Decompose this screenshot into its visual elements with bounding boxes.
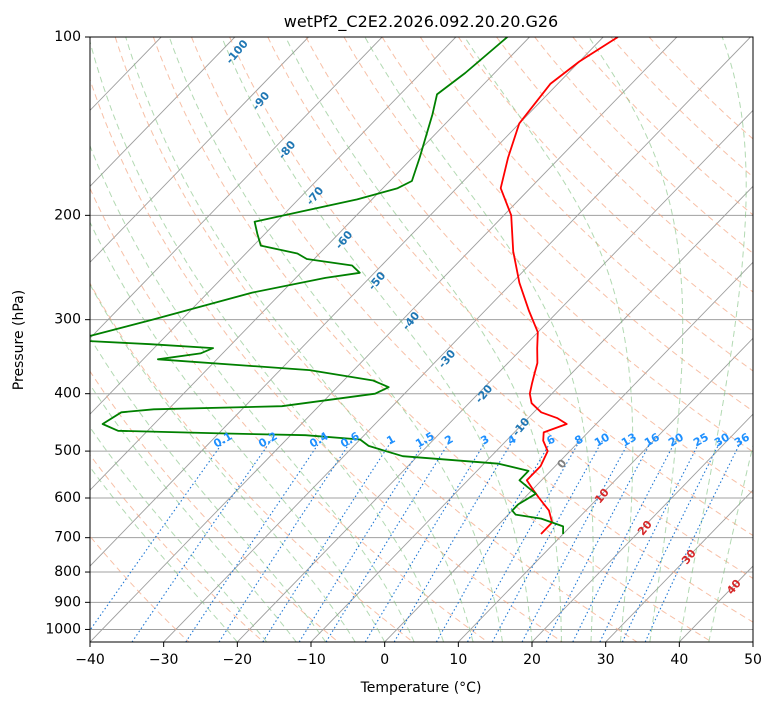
dry-adiabat-line xyxy=(610,37,753,178)
mixing-ratio-line xyxy=(185,440,322,642)
isotherm-line xyxy=(237,109,753,642)
dry-adiabat-line xyxy=(343,37,753,453)
mixing-ratio-line xyxy=(262,440,393,642)
x-tick-label: 50 xyxy=(744,652,762,668)
isotherm-line xyxy=(605,489,753,642)
moist-adiabat-line xyxy=(90,283,356,642)
moist-adiabat-line xyxy=(90,336,327,642)
moist-adiabat-line xyxy=(90,383,297,642)
x-tick-label: 20 xyxy=(523,652,541,668)
x-tick-label: −30 xyxy=(149,652,179,668)
mixing-ratio-line xyxy=(467,440,581,642)
plot-background xyxy=(90,37,753,642)
moist-adiabat-line xyxy=(464,37,634,642)
mixing-ratio-line xyxy=(364,440,487,642)
mixing-ratio-line xyxy=(218,440,352,642)
x-tick-label: 40 xyxy=(670,652,688,668)
moist-adiabat-line xyxy=(168,37,503,642)
moist-adiabat-line xyxy=(708,443,753,642)
profile-series xyxy=(90,37,619,535)
y-axis-label: Pressure (hPa) xyxy=(11,290,27,390)
dry-adiabat-line xyxy=(305,37,753,494)
moist-adiabat-line xyxy=(90,426,268,642)
mixing-ratio-line xyxy=(298,440,426,642)
x-tick-label: 30 xyxy=(597,652,615,668)
y-tick-label: 1000 xyxy=(45,621,81,637)
moist-adiabat-line xyxy=(285,37,562,642)
moist-adiabat-line xyxy=(90,221,386,642)
background-lines xyxy=(90,37,753,642)
x-tick-label: −10 xyxy=(296,652,326,668)
mixing-ratio-line xyxy=(599,440,701,642)
isotherm-line xyxy=(384,261,753,642)
moist-adiabat-line xyxy=(364,37,594,642)
isotherm-line xyxy=(90,37,530,491)
x-tick-label: 0 xyxy=(380,652,389,668)
y-tick-label: 600 xyxy=(54,490,81,506)
x-tick-label: −40 xyxy=(75,652,105,668)
mixing-ratio-line xyxy=(131,440,272,642)
dry-adiabat-line xyxy=(90,78,563,642)
dry-adiabat-line xyxy=(648,37,753,140)
isotherm-line xyxy=(458,337,753,642)
isotherm-line xyxy=(90,37,457,415)
isotherm-line xyxy=(90,37,309,263)
isotherm-line xyxy=(163,37,751,642)
dry-adiabat-line xyxy=(90,535,190,642)
dry-adiabat-line xyxy=(191,37,753,623)
dry-adiabat-line xyxy=(267,37,753,537)
dry-adiabat-line xyxy=(229,37,753,579)
isotherm-line xyxy=(90,37,678,642)
moist-adiabat-line xyxy=(678,37,747,642)
dry-adiabat-line xyxy=(381,37,753,412)
isotherm-line xyxy=(531,413,753,642)
dry-adiabat-line xyxy=(90,187,488,642)
y-tick-label: 200 xyxy=(54,207,81,223)
x-tick-label: −20 xyxy=(223,652,253,668)
isotherm-line xyxy=(752,641,753,642)
mixing-ratio-line xyxy=(491,440,603,642)
y-tick-label: 400 xyxy=(54,386,81,402)
moist-adiabat-line xyxy=(588,37,684,642)
y-tick-label: 800 xyxy=(54,564,81,580)
moist-adiabat-line xyxy=(90,466,238,642)
isotherm-line xyxy=(90,37,383,339)
mixing-ratio-line xyxy=(621,440,722,642)
mixing-ratio-line xyxy=(435,440,552,642)
chart-title: wetPf2_C2E2.2026.092.20.20.G26 xyxy=(284,12,558,32)
isotherm-line xyxy=(90,37,604,567)
dewpoint-profile-line xyxy=(90,37,564,534)
y-tick-label: 700 xyxy=(54,530,81,546)
mixing-ratio-line xyxy=(393,440,514,642)
dry-adiabat-line xyxy=(496,37,753,293)
dry-adiabat-line xyxy=(419,37,753,372)
y-tick-label: 300 xyxy=(54,312,81,328)
y-tick-label: 100 xyxy=(54,29,81,45)
moist-adiabat-line xyxy=(221,37,533,642)
isotherm-line xyxy=(90,37,236,187)
mixing-ratio-line xyxy=(325,440,451,642)
moist-adiabat-line xyxy=(90,39,445,642)
temperature-profile-line xyxy=(499,37,619,535)
axes: −40 −30 −20 −10 0 10 20 30 40 50 100 200 300 400 500 60… xyxy=(45,29,762,668)
y-tick-label: 500 xyxy=(54,443,81,459)
moist-adiabat-line xyxy=(125,37,474,642)
y-tick-label: 900 xyxy=(54,594,81,610)
plot-frame xyxy=(89,36,754,643)
dry-adiabat-line xyxy=(114,37,638,642)
x-axis-label: Temperature (°C) xyxy=(360,680,482,696)
x-tick-label: 10 xyxy=(449,652,467,668)
moist-adiabat-line xyxy=(90,144,415,642)
dry-adiabat-line xyxy=(534,37,753,254)
dry-adiabat-line xyxy=(90,282,414,642)
